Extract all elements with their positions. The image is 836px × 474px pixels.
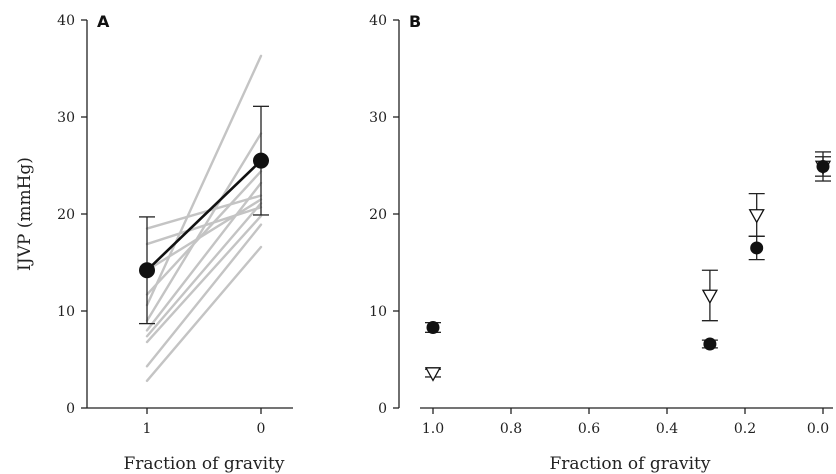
filled-circle-point — [816, 159, 830, 173]
panel-a-ylabel: IJVP (mmHg) — [15, 157, 35, 271]
mean-point — [139, 262, 155, 279]
panel-a: A IJVP (mmHg) Fraction of gravity 010203… — [15, 12, 293, 474]
panel-a-label: A — [97, 12, 110, 31]
individual-subject-line — [145, 223, 263, 368]
open-triangle-point — [424, 367, 442, 382]
open-triangle-point — [701, 289, 719, 305]
individual-subject-line — [145, 132, 263, 322]
open-triangle-point — [748, 209, 765, 224]
panel-a-y-tick-label: 10 — [57, 304, 75, 320]
individual-subject-line — [145, 214, 263, 344]
panel-b-y-tick-label: 40 — [369, 13, 387, 29]
panel-b-y-tick-label: 10 — [369, 304, 387, 320]
individual-subject-line — [145, 245, 263, 383]
panel-a-y-tick-label: 30 — [57, 110, 75, 126]
filled-circle-point — [426, 320, 440, 334]
panel-b-y-tick-label: 0 — [378, 401, 387, 417]
mean-line — [146, 159, 262, 272]
panel-b-y-tick-label: 20 — [369, 207, 387, 223]
panel-b-x-tick-label: 0.4 — [656, 421, 678, 437]
individual-subject-line — [145, 181, 263, 332]
panel-b-x-tick-label: 1.0 — [422, 421, 444, 437]
panel-b: B Fraction of gravity 0 10 20 30 40 1.0 0.8 0.6… — [369, 12, 833, 474]
mean-point — [253, 152, 269, 169]
panel-a-x-tick-label: 1 — [143, 421, 152, 437]
panel-a-y-tick-label: 20 — [57, 207, 75, 223]
panel-a-x-tick-label: 0 — [257, 421, 266, 437]
individual-subject-line — [145, 206, 263, 246]
panel-b-xlabel: Fraction of gravity — [550, 454, 711, 474]
panel-b-series — [424, 151, 832, 382]
panel-b-label: B — [409, 12, 421, 31]
panel-b-x-tick-label: 0.6 — [578, 421, 600, 437]
individual-subject-line — [145, 54, 263, 307]
panel-a-individual-lines — [145, 54, 263, 383]
filled-circle-point — [703, 337, 717, 351]
individual-subject-line — [145, 198, 263, 272]
panel-b-x-tick-label: 0.8 — [500, 421, 522, 437]
panel-a-y-tick-label: 40 — [57, 13, 75, 29]
panel-b-x-tick-label: 0.2 — [734, 421, 756, 437]
panel-a-mean-series — [139, 105, 269, 325]
individual-subject-line — [145, 202, 263, 338]
filled-circle-point — [750, 241, 764, 255]
individual-subject-line — [145, 194, 263, 230]
individual-subject-line — [145, 170, 263, 296]
panel-a-y-tick-label: 0 — [66, 401, 75, 417]
panel-b-y-tick-label: 30 — [369, 110, 387, 126]
panel-b-axes: 0 10 20 30 40 1.0 0.8 0.6 0.4 0.2 0.0 — [369, 13, 833, 437]
panel-b-x-tick-label: 0.0 — [807, 421, 829, 437]
panel-a-xlabel: Fraction of gravity — [124, 454, 285, 474]
